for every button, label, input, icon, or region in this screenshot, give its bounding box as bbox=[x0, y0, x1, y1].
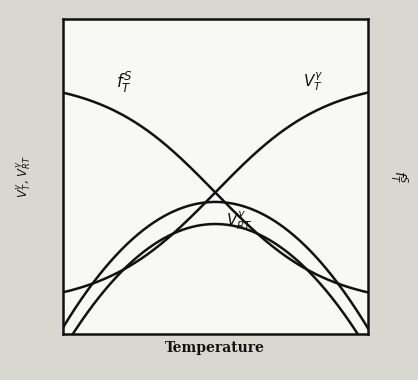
X-axis label: Temperature: Temperature bbox=[166, 341, 265, 355]
Text: $V_T^{\gamma}$: $V_T^{\gamma}$ bbox=[303, 71, 323, 93]
Text: $V_{RT}^{\gamma}$: $V_{RT}^{\gamma}$ bbox=[226, 209, 253, 232]
Text: $V_T^{\gamma}$, $V_{RT}^{\gamma}$: $V_T^{\gamma}$, $V_{RT}^{\gamma}$ bbox=[13, 155, 33, 198]
Text: $f_T^S$: $f_T^S$ bbox=[387, 170, 410, 184]
Text: $f_T^S$: $f_T^S$ bbox=[116, 70, 132, 95]
